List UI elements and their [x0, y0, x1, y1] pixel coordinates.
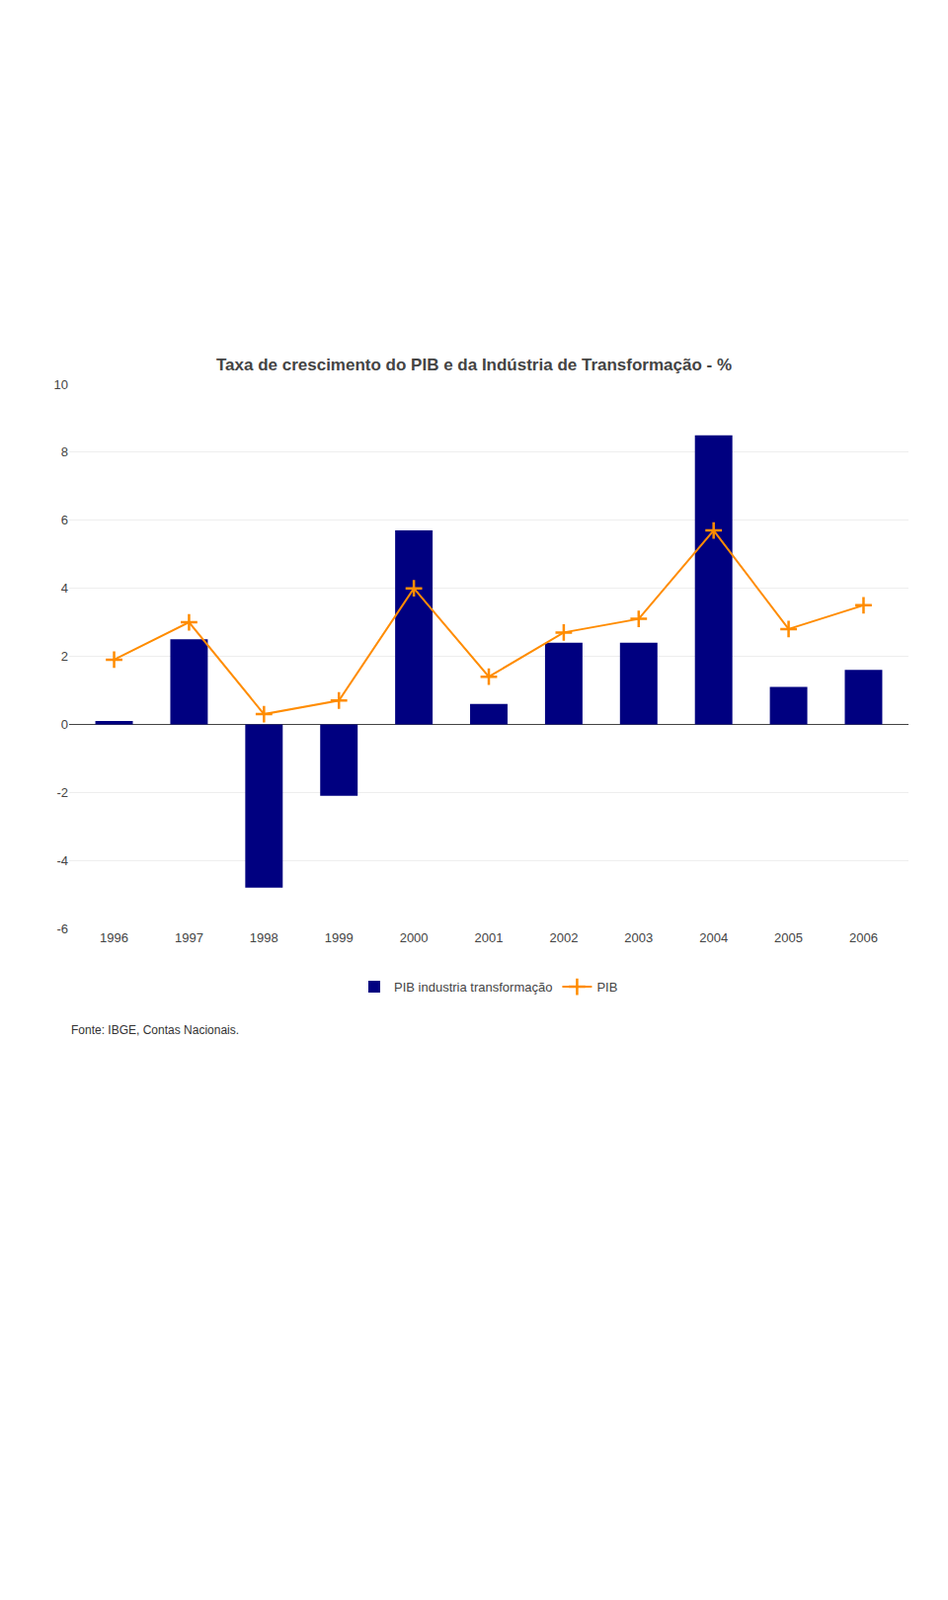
svg-text:1999: 1999: [324, 930, 354, 946]
svg-text:-4: -4: [56, 853, 69, 869]
svg-text:10: 10: [54, 377, 69, 393]
svg-text:-2: -2: [56, 785, 69, 800]
svg-text:6: 6: [61, 512, 69, 528]
svg-text:0: 0: [61, 716, 69, 732]
svg-text:2005: 2005: [774, 930, 803, 946]
svg-text:PIB industria transformação: PIB industria transformação: [394, 979, 553, 995]
svg-text:1997: 1997: [174, 930, 204, 946]
svg-text:2000: 2000: [399, 930, 429, 946]
svg-text:2006: 2006: [849, 930, 878, 946]
svg-text:-6: -6: [56, 921, 69, 937]
svg-text:PIB: PIB: [596, 979, 618, 995]
svg-text:Taxa de crescimento do PIB e d: Taxa de crescimento do PIB e da Indústri…: [216, 355, 732, 375]
svg-text:8: 8: [61, 444, 69, 460]
svg-text:2002: 2002: [549, 930, 578, 946]
svg-text:2001: 2001: [474, 930, 504, 946]
svg-text:2003: 2003: [624, 930, 653, 946]
svg-text:1998: 1998: [249, 930, 279, 946]
svg-text:4: 4: [61, 580, 69, 596]
svg-text:1996: 1996: [99, 930, 129, 946]
svg-text:Fonte: IBGE, Contas Nacionais.: Fonte: IBGE, Contas Nacionais.: [71, 1023, 239, 1037]
svg-text:2004: 2004: [699, 930, 728, 946]
svg-text:2: 2: [61, 648, 69, 664]
